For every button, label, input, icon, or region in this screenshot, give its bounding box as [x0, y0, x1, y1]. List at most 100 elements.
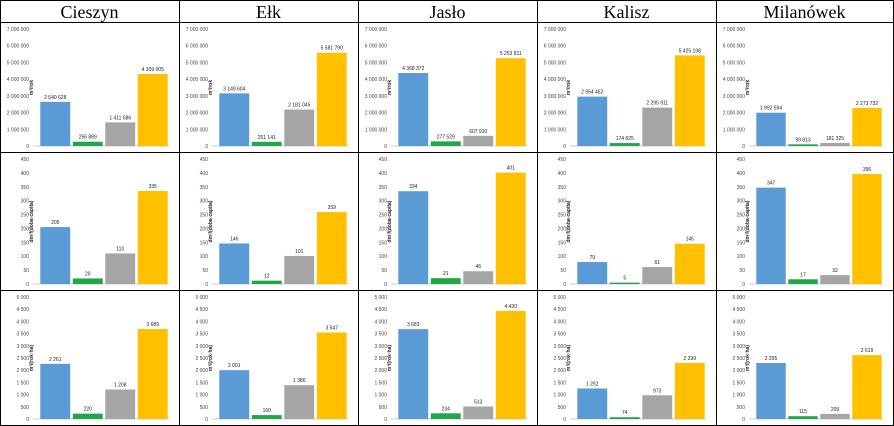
y-axis-label: dm³/(doba·capita): [208, 200, 214, 242]
table-vertical-line: [716, 0, 717, 426]
data-label: 115: [799, 409, 807, 415]
bar: [463, 271, 494, 284]
y-tick-label: 500: [200, 405, 209, 411]
y-tick-label: 400: [558, 171, 567, 177]
bar: [674, 243, 705, 284]
city-header: Milanówek: [763, 2, 846, 22]
y-tick-label: 200: [379, 226, 388, 232]
y-tick-label: 1 000 000: [365, 127, 387, 133]
data-label: 4 309 005: [142, 67, 164, 73]
y-tick-label: 400: [21, 171, 30, 177]
bar: [788, 279, 818, 284]
data-label: 1 252: [586, 381, 599, 387]
y-axis-label: m³/(rok·ha): [745, 345, 751, 371]
y-tick-label: 3 000: [553, 344, 566, 350]
y-tick-label: 300: [737, 199, 746, 205]
y-axis-label: dm³/(doba·capita): [566, 200, 572, 242]
bar: [430, 278, 461, 284]
data-label: 5 581 790: [321, 46, 343, 52]
city-header: Cieszyn: [60, 2, 119, 22]
data-label: 396: [863, 167, 872, 173]
bar: [219, 370, 250, 419]
y-tick-label: 2 500: [553, 356, 566, 362]
bar-chart: 0 1 000 000 2 000 000 3 000 000 4 000 000 5 0…: [365, 27, 527, 150]
y-tick-label: 5 000 000: [723, 60, 745, 66]
bar: [756, 187, 786, 284]
bar: [398, 329, 429, 419]
y-tick-label: 100: [379, 254, 388, 260]
data-label: 1 411 686: [109, 115, 131, 121]
bar: [756, 363, 786, 419]
data-label: 160: [263, 408, 272, 414]
data-label: 513: [474, 399, 483, 405]
bar: [642, 107, 673, 146]
table-vertical-line: [0, 0, 1, 426]
chart-panel: 0 500 1 000 1 500 2 000 2 500 3 000 3 500 4 000 4…: [180, 291, 358, 425]
bar: [674, 362, 705, 419]
y-tick-label: 5 000: [732, 295, 745, 301]
y-tick-label: 3 500: [195, 332, 208, 338]
data-label: 2 181 045: [288, 103, 310, 109]
y-tick-label: 250: [737, 213, 746, 219]
y-axis-label: dm³/(doba·capita): [29, 200, 35, 242]
bar: [674, 55, 705, 147]
y-tick-label: 4 000: [374, 319, 387, 325]
city-header: Ełk: [256, 2, 281, 22]
data-label: 2 640 628: [44, 95, 66, 101]
y-axis-label: m³/rok: [208, 80, 214, 96]
data-label: 21: [443, 271, 449, 277]
y-tick-label: 1 000 000: [544, 127, 566, 133]
data-label: 335: [149, 184, 158, 190]
y-axis-label: m³/(rok·ha): [566, 345, 572, 371]
y-tick-label: 450: [21, 157, 30, 163]
data-label: 46: [475, 264, 481, 270]
data-label: 277 529: [437, 134, 455, 140]
bar-chart: 0 50 100 150 200 250 300 350 400 450 dm³/(doba·cap…: [21, 157, 169, 288]
y-tick-label: 4 500: [374, 307, 387, 313]
y-tick-label: 7 000 000: [365, 27, 387, 33]
data-label: 74: [622, 410, 628, 416]
data-label: 12: [264, 274, 270, 280]
y-tick-label: 3 500: [553, 332, 566, 338]
data-label: 205: [51, 220, 60, 226]
bar-chart: 0 1 000 000 2 000 000 3 000 000 4 000 000 5 0…: [544, 27, 706, 150]
y-tick-label: 5 000: [16, 295, 29, 301]
data-label: 5: [623, 276, 626, 282]
data-label: 20: [85, 271, 91, 277]
bar-chart: 0 1 000 000 2 000 000 3 000 000 4 000 000 5 0…: [7, 27, 169, 150]
bar: [788, 144, 818, 146]
y-tick-label: 500: [21, 405, 30, 411]
y-axis-label: m³/(rok·ha): [387, 345, 393, 371]
y-tick-label: 0: [563, 282, 566, 288]
y-tick-label: 150: [737, 240, 746, 246]
bar: [219, 243, 250, 284]
data-label: 2 001: [228, 363, 241, 369]
chart-panel: 0 1 000 000 2 000 000 3 000 000 4 000 000 5 0…: [359, 23, 537, 152]
y-tick-label: 1 000 000: [723, 127, 745, 133]
table-horizontal-line: [0, 0, 894, 1]
y-tick-label: 150: [379, 240, 388, 246]
bar: [40, 227, 71, 284]
y-tick-label: 7 000 000: [186, 27, 208, 33]
y-tick-label: 3 000 000: [7, 94, 29, 100]
y-tick-label: 3 000: [195, 344, 208, 350]
y-tick-label: 0: [205, 417, 208, 423]
bar-chart: 0 50 100 150 200 250 300 350 400 450 dm³/(doba·cap…: [200, 157, 348, 288]
bar: [788, 416, 818, 419]
bar: [284, 255, 315, 284]
data-label: 209: [831, 407, 840, 413]
y-tick-label: 4 000 000: [723, 77, 745, 83]
y-tick-label: 4 500: [553, 307, 566, 313]
y-tick-label: 2 000 000: [544, 111, 566, 117]
bar: [577, 262, 608, 284]
data-label: 1 386: [293, 378, 306, 384]
y-tick-label: 3 000 000: [723, 94, 745, 100]
y-tick-label: 50: [381, 268, 387, 274]
data-label: 401: [507, 166, 516, 172]
y-tick-label: 3 000: [16, 344, 29, 350]
y-tick-label: 100: [737, 254, 746, 260]
y-tick-label: 1 000: [732, 393, 745, 399]
bar: [105, 389, 136, 419]
data-label: 32: [832, 268, 838, 274]
